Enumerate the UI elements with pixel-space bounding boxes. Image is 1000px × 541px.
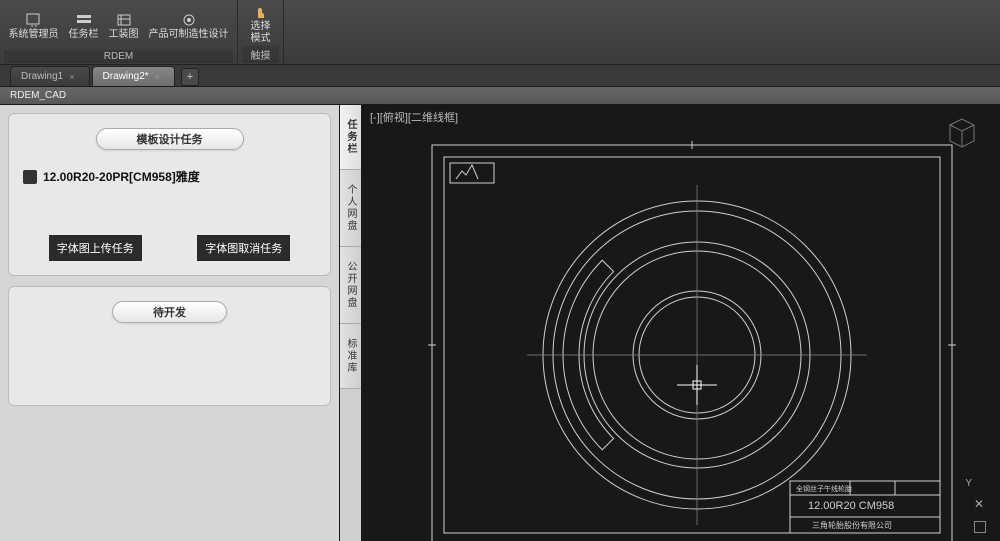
vtab-public-disk[interactable]: 公开网盘 xyxy=(340,247,361,324)
viewcube[interactable] xyxy=(942,111,982,151)
main-area: 模板设计任务 12.00R20-20PR[CM958]雅度 字体图上传任务 字体… xyxy=(0,105,1000,541)
tooling-icon xyxy=(115,12,133,28)
ribbon: 系统管理员 任务栏 工装图 产品可制造性设计 RDEM 选择 模式 xyxy=(0,0,1000,65)
close-icon[interactable]: × xyxy=(69,72,74,82)
dfm-icon xyxy=(180,12,198,28)
upload-task-button[interactable]: 字体图上传任务 xyxy=(49,235,142,261)
task-item[interactable]: 12.00R20-20PR[CM958]雅度 xyxy=(23,168,316,185)
tab-drawing1[interactable]: Drawing1 × xyxy=(10,66,90,86)
task-label: 12.00R20-20PR[CM958]雅度 xyxy=(43,168,200,185)
admin-icon xyxy=(25,12,43,28)
hand-icon xyxy=(252,4,270,20)
ribbon-group2-title: 触摸 xyxy=(242,46,279,63)
vertical-tabs: 任务栏 个人网盘 公开网盘 标准库 xyxy=(340,105,362,541)
tooling-label: 工装图 xyxy=(109,29,139,40)
dfm-label: 产品可制造性设计 xyxy=(149,29,229,40)
sys-admin-label: 系统管理员 xyxy=(9,29,59,40)
task-icon xyxy=(23,170,37,184)
dfm-button[interactable]: 产品可制造性设计 xyxy=(147,10,231,42)
vtab-taskbar[interactable]: 任务栏 xyxy=(340,105,361,170)
taskbar-button[interactable]: 任务栏 xyxy=(67,10,101,42)
touch-label2: 模式 xyxy=(251,33,271,44)
tab-drawing2[interactable]: Drawing2* × xyxy=(92,66,175,86)
panel-pending: 待开发 xyxy=(8,286,331,406)
cad-drawing: 全钢丝子午线轮胎 12.00R20 CM958 三角轮胎股份有限公司 xyxy=(362,105,1000,541)
svg-text:12.00R20 CM958: 12.00R20 CM958 xyxy=(808,500,894,512)
taskbar-icon xyxy=(75,12,93,28)
sub-title-bar: RDEM_CAD xyxy=(0,87,1000,105)
svg-text:全钢丝子午线轮胎: 全钢丝子午线轮胎 xyxy=(796,484,852,493)
vtab-standard-lib[interactable]: 标准库 xyxy=(340,324,361,389)
add-tab-button[interactable]: + xyxy=(181,68,199,86)
tooling-button[interactable]: 工装图 xyxy=(107,10,141,42)
cancel-task-button[interactable]: 字体图取消任务 xyxy=(197,235,290,261)
drawing-canvas[interactable]: [-][俯视][二维线框] 全钢丝子午线轮胎12.00R20 CM958三角轮胎… xyxy=(362,105,1000,541)
tab-label: Drawing2* xyxy=(103,71,149,82)
close-icon[interactable]: × xyxy=(155,72,160,82)
sys-admin-button[interactable]: 系统管理员 xyxy=(7,10,61,42)
corner-x-icon[interactable]: ✕ xyxy=(974,497,984,511)
tab-label: Drawing1 xyxy=(21,71,63,82)
panel-template-tasks: 模板设计任务 12.00R20-20PR[CM958]雅度 字体图上传任务 字体… xyxy=(8,113,331,276)
document-tabs: Drawing1 × Drawing2* × + xyxy=(0,65,1000,87)
vtab-personal-disk[interactable]: 个人网盘 xyxy=(340,170,361,247)
panel-title-pill: 待开发 xyxy=(112,301,227,323)
taskbar-label: 任务栏 xyxy=(69,29,99,40)
ribbon-group-rdem: 系统管理员 任务栏 工装图 产品可制造性设计 RDEM xyxy=(0,0,238,64)
ribbon-group-title: RDEM xyxy=(4,50,233,63)
axis-y-label: Y xyxy=(965,478,972,489)
panel-title-pill: 模板设计任务 xyxy=(96,128,244,150)
ribbon-group-touch: 选择 模式 触摸 xyxy=(238,0,284,64)
touch-label1: 选择 xyxy=(251,21,271,32)
side-panel: 模板设计任务 12.00R20-20PR[CM958]雅度 字体图上传任务 字体… xyxy=(0,105,340,541)
touch-mode-button[interactable]: 选择 模式 xyxy=(249,2,273,46)
corner-handle[interactable] xyxy=(974,521,986,533)
svg-text:三角轮胎股份有限公司: 三角轮胎股份有限公司 xyxy=(812,520,892,530)
